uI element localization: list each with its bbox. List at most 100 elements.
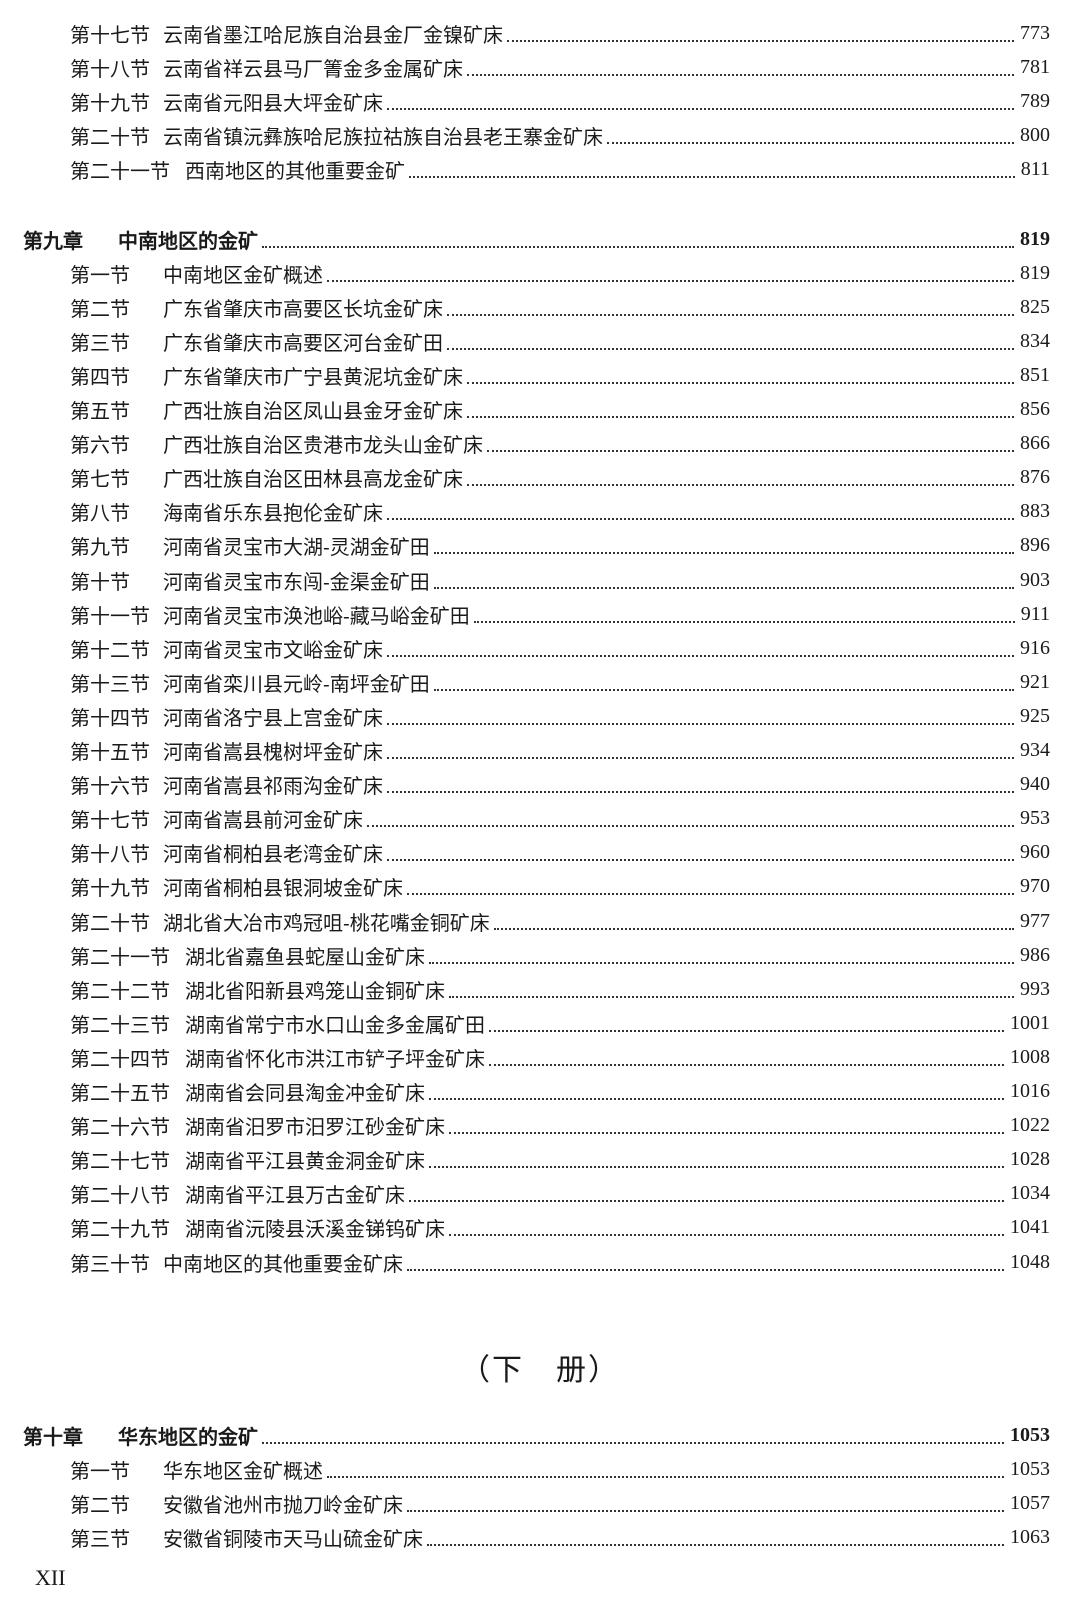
dot-leader <box>494 926 1014 930</box>
entry-page-number: 883 <box>1020 500 1050 523</box>
volume-heading: （下 册） <box>460 1353 620 1388</box>
entry-title: 中南地区的其他重要金矿床 <box>163 1251 403 1276</box>
entry-label: 第一节 <box>70 262 130 287</box>
entry-page-number: 934 <box>1020 739 1050 761</box>
entry-page-number: 1008 <box>1010 1045 1050 1068</box>
toc-section-entry[interactable]: 第二十节 湖北省大冶市鸡冠咀-桃花嘴金铜矿床 977 <box>0 904 1080 939</box>
dot-leader <box>449 994 1014 998</box>
entry-label: 第三节 <box>70 1527 130 1552</box>
toc-section-entry[interactable]: 第七节 广西壮族自治区田林县高龙金矿床 876 <box>0 460 1080 495</box>
toc-section-entry[interactable]: 第十八节 河南省桐柏县老湾金矿床 960 <box>0 835 1080 870</box>
dot-leader <box>467 380 1014 384</box>
toc-section-entry[interactable]: 第十节 河南省灵宝市东闯-金渠金矿田 903 <box>0 563 1080 598</box>
toc-section-entry[interactable]: 第三节 安徽省铜陵市天马山硫金矿床 1063 <box>0 1520 1080 1555</box>
entry-label: 第九节 <box>70 535 130 560</box>
entry-title: 华东地区的金矿 <box>118 1425 258 1449</box>
toc-section-entry[interactable]: 第十二节 河南省灵宝市文峪金矿床 916 <box>0 631 1080 666</box>
dot-leader <box>487 448 1014 453</box>
dot-leader <box>262 244 1014 248</box>
dot-leader <box>447 312 1014 316</box>
toc-section-entry[interactable]: 第二十八节 湖南省平江县万古金矿床 1034 <box>0 1176 1080 1211</box>
entry-title: 河南省栾川县元岭-南坪金矿田 <box>163 671 430 696</box>
toc-section-entry[interactable]: 第十四节 河南省洛宁县上宫金矿床 925 <box>0 699 1080 734</box>
toc-section-entry[interactable]: 第二节 安徽省池州市抛刀岭金矿床 1057 <box>0 1486 1080 1521</box>
entry-page-number: 911 <box>1020 602 1050 625</box>
entry-page-number: 825 <box>1020 295 1050 318</box>
entry-page-number: 940 <box>1020 773 1050 796</box>
toc-section-entry[interactable]: 第十五节 河南省嵩县槐树坪金矿床 934 <box>0 733 1080 768</box>
toc-section-entry[interactable]: 第二十七节 湖南省平江县黄金洞金矿床 1028 <box>0 1142 1080 1177</box>
entry-label: 第三节 <box>70 330 130 355</box>
toc-section-entry[interactable]: 第二十二节 湖北省阳新县鸡笼山金铜矿床 993 <box>0 972 1080 1007</box>
toc-section-entry[interactable]: 第十八节 云南省祥云县马厂箐金多金属矿床 781 <box>0 50 1080 85</box>
entry-title: 河南省桐柏县银洞坡金矿床 <box>163 876 403 901</box>
entry-title: 河南省灵宝市东闯-金渠金矿田 <box>163 569 430 594</box>
entry-label: 第一节 <box>70 1459 130 1484</box>
toc-section-entry[interactable]: 第三十节 中南地区的其他重要金矿床 1048 <box>0 1245 1080 1280</box>
dot-leader <box>407 1508 1004 1513</box>
toc-chapter-entry[interactable]: 第九章 中南地区的金矿 819 <box>0 222 1080 257</box>
toc-chapter-entry[interactable]: 第十章 华东地区的金矿 1053 <box>0 1418 1080 1453</box>
entry-title: 华东地区金矿概述 <box>163 1459 323 1484</box>
toc-section-entry[interactable]: 第二十六节 湖南省汨罗市汨罗江砂金矿床 1022 <box>0 1108 1080 1143</box>
entry-label: 第二十九节 <box>70 1217 170 1242</box>
entry-page-number: 993 <box>1020 977 1050 1000</box>
dot-leader <box>409 1198 1004 1203</box>
toc-section-entry[interactable]: 第五节 广西壮族自治区凤山县金牙金矿床 856 <box>0 392 1080 427</box>
toc-section-entry[interactable]: 第二节 广东省肇庆市高要区长坑金矿床 825 <box>0 290 1080 325</box>
entry-page-number: 986 <box>1020 943 1050 966</box>
toc-section-entry[interactable]: 第二十三节 湖南省常宁市水口山金多金属矿田 1001 <box>0 1006 1080 1041</box>
toc-section-entry[interactable]: 第二十五节 湖南省会同县淘金冲金矿床 1016 <box>0 1074 1080 1109</box>
toc-section-entry[interactable]: 第一节 中南地区金矿概述 819 <box>0 256 1080 291</box>
entry-label: 第十五节 <box>70 740 150 764</box>
entry-label: 第十四节 <box>70 705 150 730</box>
entry-title: 云南省墨江哈尼族自治县金厂金镍矿床 <box>163 23 503 47</box>
dot-leader <box>449 1130 1004 1135</box>
toc-section-entry[interactable]: 第六节 广西壮族自治区贵港市龙头山金矿床 866 <box>0 426 1080 461</box>
dot-leader <box>367 823 1014 828</box>
entry-title: 广西壮族自治区凤山县金牙金矿床 <box>163 399 463 423</box>
dot-leader <box>434 687 1014 691</box>
entry-page-number: 1053 <box>1010 1424 1050 1446</box>
toc-section-entry[interactable]: 第九节 河南省灵宝市大湖-灵湖金矿田 896 <box>0 528 1080 563</box>
entry-label: 第二十二节 <box>70 978 170 1003</box>
dot-leader <box>327 278 1014 282</box>
dot-leader <box>387 721 1014 725</box>
toc-section-entry[interactable]: 第二十一节 西南地区的其他重要金矿 811 <box>0 152 1080 187</box>
entry-title: 湖南省平江县黄金洞金矿床 <box>185 1149 425 1174</box>
entry-title: 河南省桐柏县老湾金矿床 <box>163 842 383 867</box>
toc-section-entry[interactable]: 第十一节 河南省灵宝市涣池峪-藏马峪金矿田 911 <box>0 597 1080 632</box>
entry-label: 第二十节 <box>70 125 150 150</box>
toc-section-entry[interactable]: 第十六节 河南省嵩县祁雨沟金矿床 940 <box>0 767 1080 802</box>
toc-section-entry[interactable]: 第十七节 云南省墨江哈尼族自治县金厂金镍矿床 773 <box>0 16 1080 51</box>
entry-title: 湖北省大冶市鸡冠咀-桃花嘴金铜矿床 <box>163 910 490 935</box>
entry-label: 第二节 <box>70 296 130 321</box>
toc-section-entry[interactable]: 第二十四节 湖南省怀化市洪江市铲子坪金矿床 1008 <box>0 1040 1080 1075</box>
toc-section-entry[interactable]: 第二十九节 湖南省沅陵县沃溪金锑钨矿床 1041 <box>0 1210 1080 1245</box>
entry-page-number: 1001 <box>1010 1011 1050 1034</box>
entry-page-number: 834 <box>1020 329 1050 352</box>
toc-section-entry[interactable]: 第三节 广东省肇庆市高要区河台金矿田 834 <box>0 324 1080 359</box>
toc-section-entry[interactable]: 第二十节 云南省镇沅彝族哈尼族拉祜族自治县老王寨金矿床 800 <box>0 118 1080 153</box>
toc-section-entry[interactable]: 第十九节 云南省元阳县大坪金矿床 789 <box>0 84 1080 119</box>
entry-page-number: 876 <box>1020 466 1050 489</box>
entry-label: 第九章 <box>23 228 83 253</box>
entry-page-number: 1041 <box>1010 1216 1050 1239</box>
entry-title: 湖南省常宁市水口山金多金属矿田 <box>185 1012 485 1037</box>
entry-page-number: 781 <box>1020 56 1050 79</box>
entry-page-number: 925 <box>1020 704 1050 727</box>
toc-section-entry[interactable]: 第八节 海南省乐东县抱伦金矿床 883 <box>0 494 1080 529</box>
entry-page-number: 896 <box>1020 534 1050 557</box>
entry-label: 第十七节 <box>70 808 150 833</box>
entry-label: 第十章 <box>23 1425 83 1449</box>
toc-section-entry[interactable]: 第十九节 河南省桐柏县银洞坡金矿床 970 <box>0 869 1080 904</box>
toc-section-entry[interactable]: 第二十一节 湖北省嘉鱼县蛇屋山金矿床 986 <box>0 938 1080 973</box>
toc-section-entry[interactable]: 第一节 华东地区金矿概述 1053 <box>0 1452 1080 1487</box>
toc-section-entry[interactable]: 第十七节 河南省嵩县前河金矿床 953 <box>0 801 1080 836</box>
dot-leader <box>489 1062 1004 1066</box>
toc-section-entry[interactable]: 第十三节 河南省栾川县元岭-南坪金矿田 921 <box>0 665 1080 700</box>
entry-page-number: 1022 <box>1010 1114 1050 1137</box>
dot-leader <box>387 653 1014 657</box>
entry-label: 第二十七节 <box>70 1149 170 1174</box>
toc-section-entry[interactable]: 第四节 广东省肇庆市广宁县黄泥坑金矿床 851 <box>0 358 1080 393</box>
